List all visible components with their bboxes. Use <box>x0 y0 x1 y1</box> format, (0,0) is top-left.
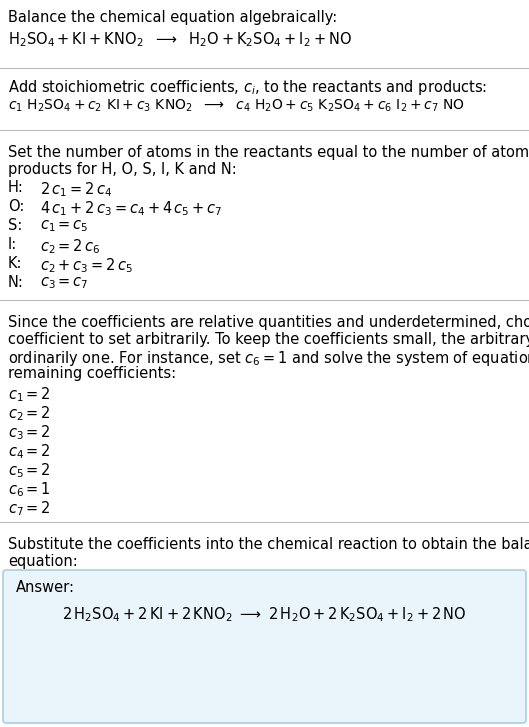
Text: $c_3 = c_7$: $c_3 = c_7$ <box>40 275 89 291</box>
Text: $\mathsf{H_2SO_4 + KI + KNO_2\ \ \longrightarrow\ \ H_2O + K_2SO_4 + I_2 + NO}$: $\mathsf{H_2SO_4 + KI + KNO_2\ \ \longri… <box>8 30 352 49</box>
Text: $c_3 = 2$: $c_3 = 2$ <box>8 423 51 442</box>
Text: $c_2 = 2$: $c_2 = 2$ <box>8 404 51 422</box>
Text: $c_5 = 2$: $c_5 = 2$ <box>8 461 51 480</box>
Text: ordinarily one. For instance, set $c_6 = 1$ and solve the system of equations fo: ordinarily one. For instance, set $c_6 =… <box>8 349 529 368</box>
Text: $c_2 = 2\,c_6$: $c_2 = 2\,c_6$ <box>40 237 101 256</box>
Text: Set the number of atoms in the reactants equal to the number of atoms in the: Set the number of atoms in the reactants… <box>8 145 529 160</box>
Text: Answer:: Answer: <box>16 580 75 595</box>
Text: Add stoichiometric coefficients, $c_i$, to the reactants and products:: Add stoichiometric coefficients, $c_i$, … <box>8 78 487 97</box>
Text: $c_6 = 1$: $c_6 = 1$ <box>8 480 51 499</box>
Text: $c_7 = 2$: $c_7 = 2$ <box>8 499 51 518</box>
Text: O:: O: <box>8 199 24 214</box>
Text: equation:: equation: <box>8 554 78 569</box>
Text: I:: I: <box>8 237 17 252</box>
Text: Balance the chemical equation algebraically:: Balance the chemical equation algebraica… <box>8 10 338 25</box>
Text: N:: N: <box>8 275 24 290</box>
Text: $c_1\ \mathsf{H_2SO_4} + c_2\ \mathsf{KI} + c_3\ \mathsf{KNO_2}\ \ \longrightarr: $c_1\ \mathsf{H_2SO_4} + c_2\ \mathsf{KI… <box>8 98 465 114</box>
Text: products for H, O, S, I, K and N:: products for H, O, S, I, K and N: <box>8 162 237 177</box>
Text: $4\,c_1 + 2\,c_3 = c_4 + 4\,c_5 + c_7$: $4\,c_1 + 2\,c_3 = c_4 + 4\,c_5 + c_7$ <box>40 199 223 217</box>
Text: $c_4 = 2$: $c_4 = 2$ <box>8 442 51 461</box>
Text: remaining coefficients:: remaining coefficients: <box>8 366 176 381</box>
Text: coefficient to set arbitrarily. To keep the coefficients small, the arbitrary va: coefficient to set arbitrarily. To keep … <box>8 332 529 347</box>
Text: Substitute the coefficients into the chemical reaction to obtain the balanced: Substitute the coefficients into the che… <box>8 537 529 552</box>
Text: S:: S: <box>8 218 22 233</box>
Text: $c_2 + c_3 = 2\,c_5$: $c_2 + c_3 = 2\,c_5$ <box>40 256 133 275</box>
FancyBboxPatch shape <box>3 570 526 723</box>
Text: $c_1 = 2$: $c_1 = 2$ <box>8 385 51 403</box>
Text: $c_1 = c_5$: $c_1 = c_5$ <box>40 218 89 233</box>
Text: K:: K: <box>8 256 23 271</box>
Text: H:: H: <box>8 180 24 195</box>
Text: $2\,\mathsf{H_2SO_4} + 2\,\mathsf{KI} + 2\,\mathsf{KNO_2}$$\ \longrightarrow\ $$: $2\,\mathsf{H_2SO_4} + 2\,\mathsf{KI} + … <box>62 605 467 624</box>
Text: Since the coefficients are relative quantities and underdetermined, choose a: Since the coefficients are relative quan… <box>8 315 529 330</box>
Text: $2\,c_1 = 2\,c_4$: $2\,c_1 = 2\,c_4$ <box>40 180 112 198</box>
